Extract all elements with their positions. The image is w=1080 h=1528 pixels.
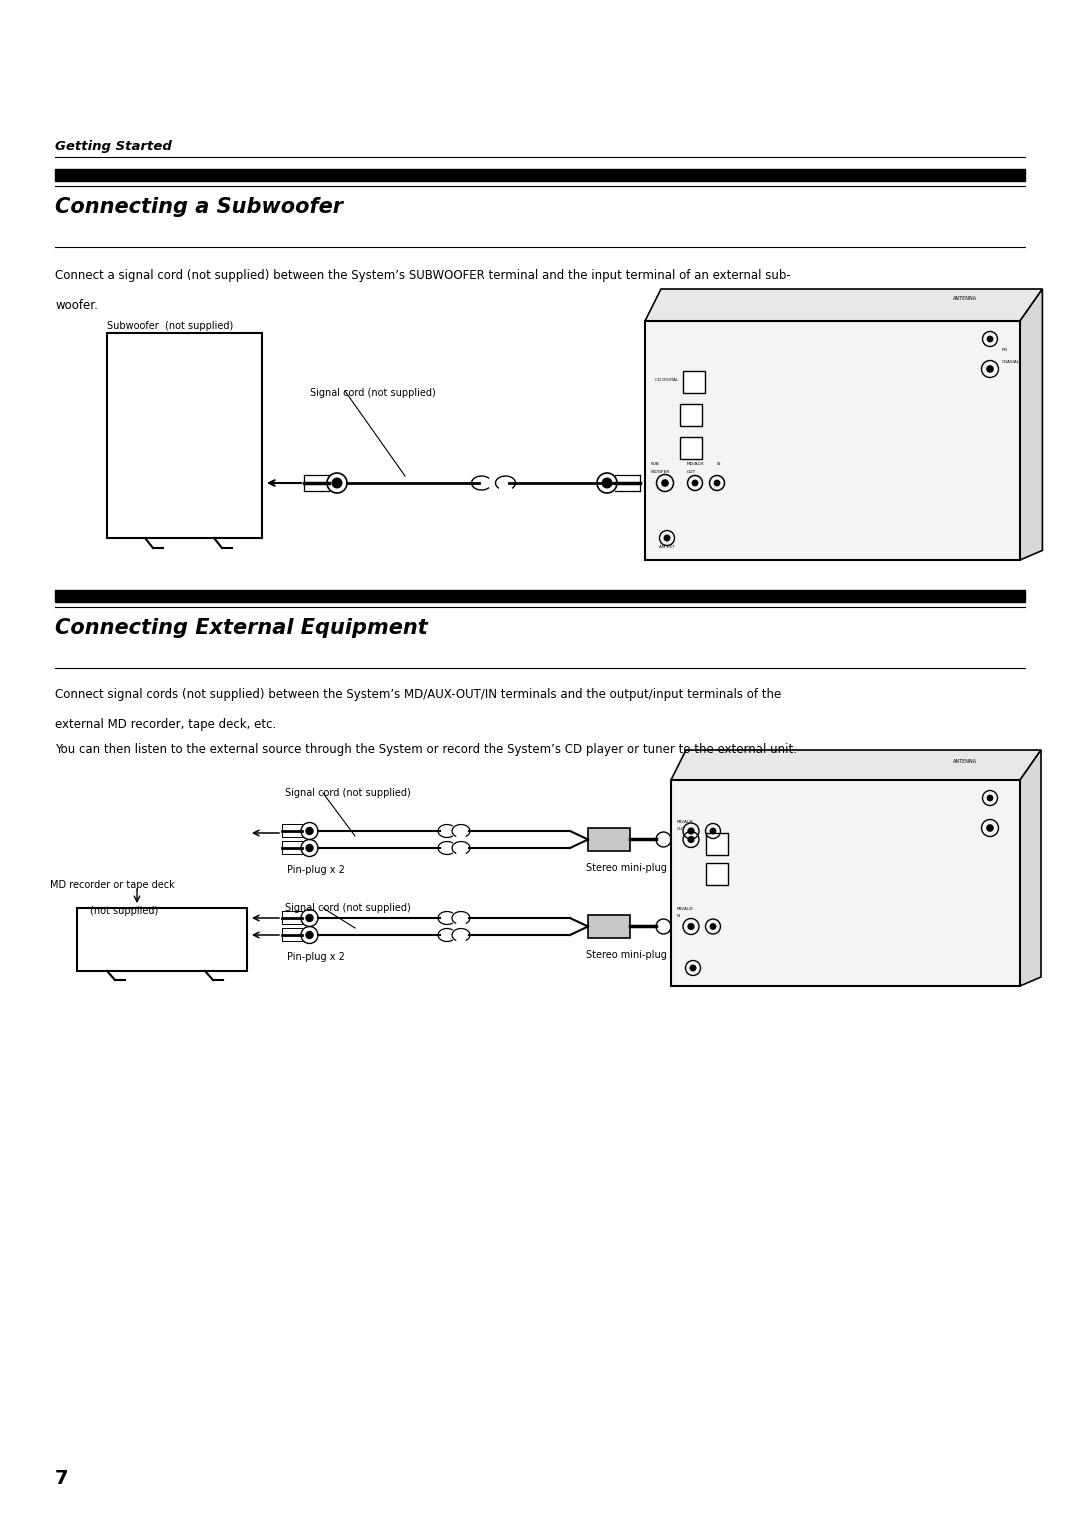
- Text: Signal cord (not supplied): Signal cord (not supplied): [285, 788, 410, 798]
- Bar: [671, 779, 1020, 986]
- Circle shape: [710, 923, 716, 931]
- Circle shape: [691, 480, 699, 486]
- Text: OUT: OUT: [687, 471, 697, 474]
- Text: You can then listen to the external source through the System or record the Syst: You can then listen to the external sour…: [55, 743, 797, 756]
- Circle shape: [986, 365, 994, 373]
- Circle shape: [306, 914, 313, 923]
- Text: ANTENNA: ANTENNA: [953, 296, 977, 301]
- Bar: [680, 403, 702, 426]
- Bar: [706, 833, 728, 856]
- Bar: [77, 908, 247, 970]
- Text: Signal cord (not supplied): Signal cord (not supplied): [310, 388, 435, 397]
- Text: Pin-plug x 2: Pin-plug x 2: [287, 865, 345, 876]
- Text: MD/AUX: MD/AUX: [677, 821, 693, 825]
- Text: OUT: OUT: [677, 828, 686, 831]
- Text: external MD recorder, tape deck, etc.: external MD recorder, tape deck, etc.: [55, 718, 276, 730]
- Text: woofer.: woofer.: [55, 299, 98, 312]
- Text: MD recorder or tape deck: MD recorder or tape deck: [50, 880, 175, 889]
- Circle shape: [306, 827, 313, 836]
- Bar: [645, 321, 1020, 559]
- Text: CD DIGITAL: CD DIGITAL: [654, 377, 678, 382]
- Bar: [588, 915, 630, 938]
- Text: MD/AUX: MD/AUX: [687, 461, 704, 466]
- Circle shape: [986, 824, 994, 831]
- Bar: [107, 333, 262, 538]
- Text: IN: IN: [717, 461, 721, 466]
- Text: Getting Started: Getting Started: [55, 141, 172, 153]
- Text: MD/AUX: MD/AUX: [677, 908, 693, 912]
- Text: WOOFER: WOOFER: [651, 471, 671, 474]
- Text: Signal cord (not supplied): Signal cord (not supplied): [285, 903, 410, 914]
- Text: COAXIAL: COAXIAL: [1002, 361, 1020, 364]
- Text: Stereo mini-plug: Stereo mini-plug: [585, 863, 666, 874]
- Circle shape: [332, 477, 342, 489]
- Text: 7: 7: [55, 1468, 68, 1488]
- Text: SUB: SUB: [651, 461, 660, 466]
- Bar: [683, 371, 705, 393]
- Circle shape: [663, 535, 671, 541]
- Circle shape: [661, 480, 669, 487]
- Circle shape: [710, 828, 716, 834]
- Circle shape: [602, 477, 612, 489]
- Circle shape: [687, 836, 694, 843]
- Text: (not supplied): (not supplied): [90, 906, 159, 915]
- Text: Connecting a Subwoofer: Connecting a Subwoofer: [55, 197, 343, 217]
- Bar: [680, 437, 702, 458]
- Polygon shape: [1020, 750, 1041, 986]
- Text: Pin-plug x 2: Pin-plug x 2: [287, 952, 345, 963]
- Circle shape: [987, 336, 994, 342]
- Circle shape: [687, 827, 694, 834]
- Text: IN: IN: [677, 914, 681, 918]
- Circle shape: [987, 795, 994, 801]
- Circle shape: [714, 480, 720, 486]
- Text: ANTENNA: ANTENNA: [953, 759, 977, 764]
- Text: Subwoofer  (not supplied): Subwoofer (not supplied): [107, 321, 233, 332]
- Text: FM: FM: [1002, 348, 1008, 351]
- Text: Connect signal cords (not supplied) between the System’s MD/AUX-OUT/IN terminals: Connect signal cords (not supplied) betw…: [55, 688, 781, 701]
- Polygon shape: [1020, 289, 1042, 559]
- Circle shape: [306, 931, 313, 940]
- Circle shape: [689, 964, 697, 972]
- Text: Stereo mini-plug: Stereo mini-plug: [585, 950, 666, 961]
- Polygon shape: [645, 289, 1042, 321]
- Polygon shape: [671, 750, 1041, 779]
- Bar: [588, 828, 630, 851]
- Text: Connecting External Equipment: Connecting External Equipment: [55, 617, 428, 639]
- Text: AM EXT: AM EXT: [659, 545, 675, 549]
- Bar: [706, 863, 728, 885]
- Circle shape: [306, 843, 313, 853]
- Text: Connect a signal cord (not supplied) between the System’s SUBWOOFER terminal and: Connect a signal cord (not supplied) bet…: [55, 269, 791, 283]
- Circle shape: [687, 923, 694, 931]
